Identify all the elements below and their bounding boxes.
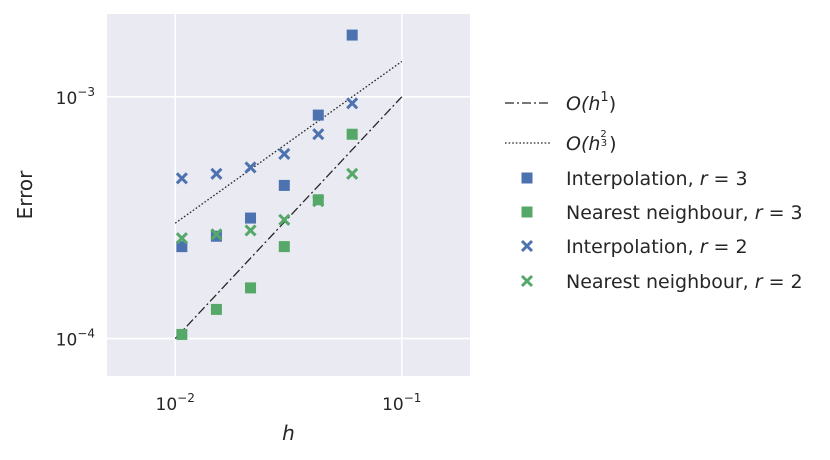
legend-marker-swatch (520, 274, 534, 288)
square-point-green (176, 328, 188, 340)
x-point-green (278, 213, 291, 226)
square-point-blue (312, 109, 324, 121)
y-tick-exponent: −4 (77, 327, 95, 341)
data-points (175, 29, 359, 340)
reference-line-2 (174, 60, 403, 224)
legend-text: Nearest neighbour, (566, 271, 755, 293)
plot-area (107, 14, 470, 376)
x-axis-label: h (282, 421, 295, 445)
x-tick-base: 10 (156, 395, 178, 415)
legend-text: O(h (566, 93, 600, 115)
legend-label: Interpolation, r = 3 (566, 168, 748, 190)
x-point-green (244, 224, 257, 237)
legend-variable: r (755, 202, 764, 224)
x-point-green (175, 232, 188, 245)
x-point-blue (278, 147, 291, 161)
legend-text: = 3 (763, 202, 803, 224)
x-point-green (210, 228, 223, 241)
x-point-blue (175, 172, 188, 185)
y-tick-base: 10 (56, 331, 78, 351)
y-tick-base: 10 (56, 89, 78, 109)
legend-marker-swatch (520, 239, 534, 253)
square-point-blue (176, 241, 188, 253)
legend-exponent-denominator: 3 (601, 138, 607, 149)
square-point-blue (245, 212, 257, 224)
legend-text: ) (609, 133, 616, 155)
legend-exponent: 1 (600, 90, 608, 105)
grid-lines (107, 14, 470, 376)
square-point-green (210, 303, 222, 315)
legend-exponent-numerator: 2 (600, 129, 606, 140)
legend-variable: r (700, 236, 709, 258)
legend-text: = 3 (708, 168, 748, 190)
legend-text: Interpolation, (566, 168, 700, 190)
legend-label: Nearest neighbour, r = 2 (566, 271, 803, 293)
legend-label: O(h2 3) (566, 129, 617, 155)
legend-text: = 2 (708, 236, 748, 258)
x-point-blue (312, 128, 325, 141)
tick-labels: 10−2 10−110−410−3 (56, 85, 422, 415)
legend-variable: r (700, 168, 709, 190)
legend-marker-swatch (521, 206, 533, 218)
legend-marker-swatch (521, 172, 533, 184)
legend-label: O(h1) (566, 90, 616, 115)
x-tick-exponent: −2 (177, 391, 195, 405)
legend-text: ) (609, 93, 616, 115)
square-point-green (245, 282, 257, 294)
x-point-green (312, 195, 325, 208)
x-tick-exponent: −1 (404, 391, 422, 405)
y-tick-label: 10−3 (56, 85, 95, 109)
legend-text: Nearest neighbour, (566, 202, 755, 224)
legend-label: Interpolation, r = 2 (566, 236, 748, 258)
y-tick-exponent: −3 (77, 85, 95, 99)
x-tick-label: 10−2 (156, 391, 195, 415)
y-axis-label: Error (13, 170, 37, 220)
square-point-green (346, 128, 358, 140)
x-tick-base: 10 (382, 395, 404, 415)
x-point-green (346, 167, 359, 180)
legend-text: Interpolation, (566, 236, 700, 258)
legend-variable: r (755, 271, 764, 293)
x-point-blue (244, 161, 257, 174)
x-point-blue (210, 167, 223, 180)
square-point-blue (278, 179, 290, 191)
legend-text: O(h (566, 133, 600, 155)
legend-text: = 2 (763, 271, 803, 293)
legend-label: Nearest neighbour, r = 3 (566, 202, 803, 224)
x-point-blue (346, 97, 359, 110)
y-tick-label: 10−4 (56, 327, 95, 351)
x-tick-label: 10−1 (382, 391, 421, 415)
square-point-green (278, 241, 290, 253)
square-point-blue (346, 29, 358, 41)
